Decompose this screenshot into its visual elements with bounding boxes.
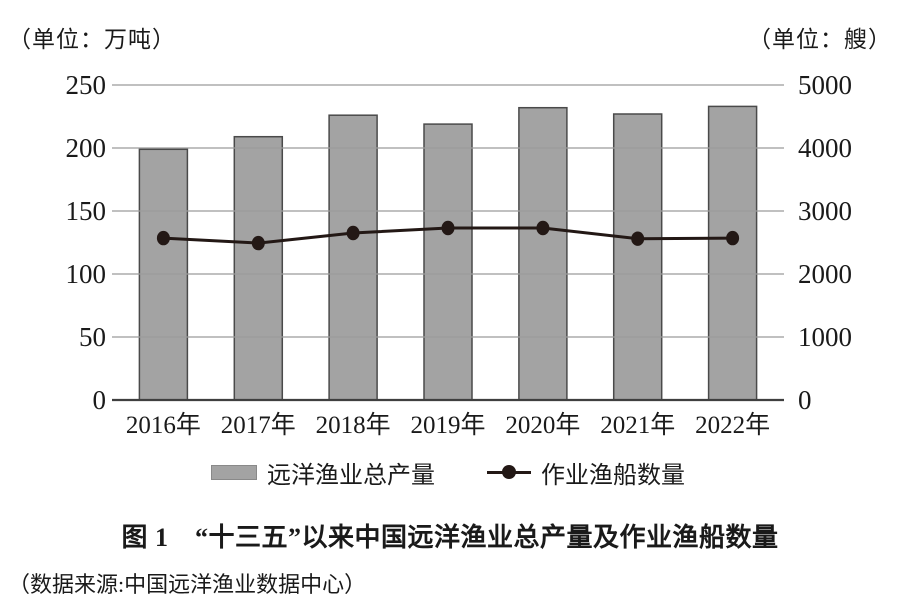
bar-2016年: [138, 148, 189, 401]
data-point-2016年: [156, 230, 170, 246]
data-point-2018年: [346, 225, 360, 241]
bar-2022年: [707, 105, 758, 401]
left-tick-label-250: 250: [66, 70, 107, 100]
line-series-marker-icon: [487, 464, 531, 480]
data-point-2022年: [726, 230, 740, 246]
legend-item-production: 远洋渔业总产量: [211, 455, 435, 490]
data-point-2020年: [536, 220, 550, 236]
right-tick-label-2000: 2000: [798, 259, 852, 289]
bar-2019年: [423, 123, 473, 401]
x-axis-label-2020年: 2020年: [505, 411, 580, 439]
legend-label-vessels: 作业渔船数量: [541, 462, 685, 489]
right-tick-label-0: 0: [798, 385, 812, 415]
x-axis-label-2019年: 2019年: [410, 411, 485, 439]
bar-series-swatch-icon: [211, 464, 257, 480]
right-tick-label-5000: 5000: [798, 70, 852, 100]
right-tick-label-1000: 1000: [798, 322, 852, 352]
x-axis-label-2018年: 2018年: [316, 411, 391, 439]
x-axis-label-2016年: 2016年: [126, 411, 201, 439]
right-tick-label-3000: 3000: [798, 196, 852, 226]
figure-title: 图 1 “十三五”以来中国远洋渔业总产量及作业渔船数量: [121, 523, 779, 552]
data-point-2021年: [631, 231, 645, 246]
legend-label-production: 远洋渔业总产量: [267, 462, 435, 489]
left-tick-label-150: 150: [66, 196, 107, 226]
chart-legend: 远洋渔业总产量 作业渔船数量: [116, 455, 780, 489]
line-series-group: [156, 220, 740, 251]
bar-2017年: [233, 135, 284, 401]
right-axis-unit-label: （单位：艘）: [748, 27, 892, 52]
left-tick-label-50: 50: [79, 322, 106, 352]
axis-labels-group: 0 50 100 150 200 250 0 1000 2000 3000 4000 5000 2016…: [66, 70, 853, 439]
left-tick-label-200: 200: [66, 133, 107, 163]
data-point-2017年: [251, 235, 265, 251]
legend-dot-icon: [502, 465, 516, 479]
bars-group: [138, 105, 758, 401]
right-tick-label-4000: 4000: [798, 133, 852, 163]
data-point-2019年: [441, 220, 455, 236]
gridlines-group: [112, 84, 784, 338]
x-axis-label-2017年: 2017年: [221, 411, 296, 439]
data-source-note: （数据来源:中国远洋渔业数据中心）: [8, 572, 367, 597]
x-axis-label-2021年: 2021年: [600, 411, 675, 439]
left-tick-label-100: 100: [66, 259, 107, 289]
legend-item-vessels: 作业渔船数量: [487, 455, 685, 490]
bar-2018年: [328, 114, 378, 401]
x-axis-label-2022年: 2022年: [695, 411, 770, 439]
bar-2021年: [612, 113, 663, 401]
left-axis-unit-label: （单位：万吨）: [8, 27, 176, 52]
bar-2020年: [518, 106, 568, 401]
left-tick-label-0: 0: [93, 385, 107, 415]
